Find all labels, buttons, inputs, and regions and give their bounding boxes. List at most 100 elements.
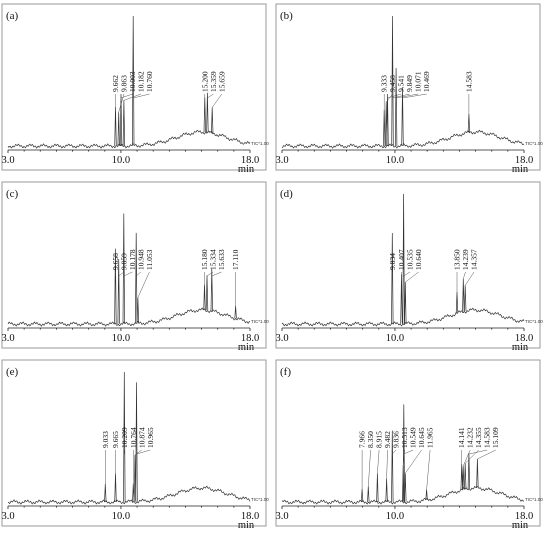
peak-label: 9.665: [111, 431, 120, 448]
peak-mark: [210, 268, 213, 312]
peak-label: 15.180: [200, 249, 209, 270]
peak-label: 15.334: [209, 249, 218, 270]
peak-leader-line: [392, 449, 397, 455]
peak-leader-line: [464, 271, 475, 286]
peak-mark: [122, 213, 125, 324]
peak-mark: [114, 248, 117, 325]
peak-label: 15.359: [209, 71, 218, 92]
chromatogram-panel-f: (f) 7.966 8.350 8.915 9.482 9.836 10.513 10.549…: [274, 356, 544, 531]
x-unit-label: min: [238, 520, 255, 531]
panel-frame: [1, 359, 267, 527]
peak-label: 15.109: [491, 427, 500, 448]
panel-frame: [275, 181, 541, 349]
peak-mark: [119, 93, 123, 146]
peak-mark: [234, 305, 237, 319]
panel-label: (d): [280, 188, 293, 200]
x-tick-label: 18.0: [241, 333, 259, 344]
peak-label: 10.178: [128, 249, 137, 270]
peak-mark: [360, 488, 364, 503]
peak-mark: [385, 478, 388, 503]
peak-label: 8.350: [366, 431, 375, 448]
peak-leader-line: [386, 449, 388, 479]
panel-frame: [1, 3, 267, 171]
peak-label: 10.513: [400, 427, 409, 448]
peak-mark: [476, 458, 479, 489]
peak-label: 14.583: [464, 71, 473, 92]
x-tick-label: 18.0: [515, 333, 533, 344]
peak-leader-line: [405, 271, 419, 283]
peak-label: 9.033: [101, 431, 110, 448]
peak-label: 9.849: [405, 75, 414, 92]
panel-label: (a): [6, 10, 19, 22]
peak-mark: [203, 97, 206, 133]
peak-label: 14.141: [457, 427, 466, 448]
peak-mark: [114, 106, 117, 147]
peak-label: 10.645: [417, 427, 426, 448]
peak-label: 13.850: [453, 249, 462, 270]
peak-mark: [205, 275, 209, 311]
chromatogram-svg: (b)9.333 9.458 9.541 9.849 10.071 10.469 14.58…: [275, 3, 543, 175]
peak-label: 10.760: [145, 71, 154, 92]
peak-leader-line: [402, 93, 427, 99]
x-tick-label: 10.0: [112, 511, 130, 522]
peak-mark: [122, 100, 126, 146]
peak-leader-line: [211, 93, 223, 108]
peak-mark: [464, 463, 467, 490]
x-unit-label: min: [238, 342, 255, 353]
peak-leader-line: [477, 449, 496, 460]
x-tick-label: 18.0: [241, 155, 259, 166]
peak-leader-line: [403, 271, 411, 277]
peak-mark: [391, 430, 394, 502]
peak-label: 15.200: [200, 71, 209, 92]
peak-mark: [400, 274, 403, 324]
peak-label: 14.583: [483, 427, 492, 448]
peak-label: 8.915: [375, 431, 384, 448]
peak-mark: [104, 483, 107, 503]
x-tick-label: 10.0: [112, 333, 130, 344]
peak-mark: [391, 232, 394, 324]
x-tick-label: 3.0: [275, 333, 288, 344]
peak-leader-line: [392, 93, 410, 99]
peak-mark: [386, 93, 389, 147]
peak-leader-line: [207, 93, 214, 99]
peak-leader-line: [468, 449, 488, 455]
chromatogram-svg: (d) 9.834 10.407 10.535 10.640 13.850 14.239 14…: [275, 181, 543, 353]
peak-mark: [132, 15, 135, 146]
x-tick-label: 3.0: [1, 155, 14, 166]
x-tick-label: 3.0: [275, 511, 288, 522]
peak-label: 14.355: [474, 427, 483, 448]
peak-label: 15.633: [217, 249, 226, 270]
x-tick-label: 18.0: [515, 155, 533, 166]
peak-mark: [211, 107, 214, 134]
peak-mark: [135, 232, 138, 324]
peak-leader-line: [426, 449, 431, 490]
panel-label: (f): [280, 366, 291, 378]
peak-mark: [455, 291, 459, 314]
peak-mark: [123, 371, 126, 502]
peak-label: 11.965: [426, 427, 435, 448]
x-tick-label: 10.0: [386, 511, 404, 522]
peak-mark: [464, 285, 467, 312]
peak-label: 10.469: [422, 71, 431, 92]
tic-trace-label: TIC*1.00: [525, 497, 543, 502]
tic-trace-label: TIC*1.00: [525, 319, 543, 324]
peak-label: 10.535: [406, 249, 415, 270]
peak-mark: [467, 453, 471, 489]
peak-label: 9.482: [383, 431, 392, 448]
chromatogram-svg: (c)9.658 9.859 10.178 10.948 11.053 15.180 15.…: [1, 181, 269, 353]
panel-frame: [275, 359, 541, 527]
peak-label: 14.357: [470, 249, 479, 270]
peak-label: 9.836: [392, 431, 401, 448]
peak-mark: [376, 473, 379, 503]
chromatogram-panel-b: (b) 9.333 9.458 9.541 9.849 10.071 10.469 14.58…: [274, 0, 544, 175]
peak-leader-line: [136, 449, 151, 455]
peak-leader-line: [377, 449, 380, 474]
peak-label: 14.232: [466, 427, 475, 448]
chromatogram-panel-c: (c) 9.658 9.859 10.178 10.948 11.053 15.180 15.…: [0, 178, 270, 353]
peak-leader-line: [211, 271, 222, 277]
peak-leader-line: [463, 271, 466, 279]
peak-label: 10.549: [409, 427, 418, 448]
x-tick-label: 3.0: [1, 511, 14, 522]
peak-leader-line: [136, 271, 142, 277]
peak-label: 10.182: [137, 71, 146, 92]
